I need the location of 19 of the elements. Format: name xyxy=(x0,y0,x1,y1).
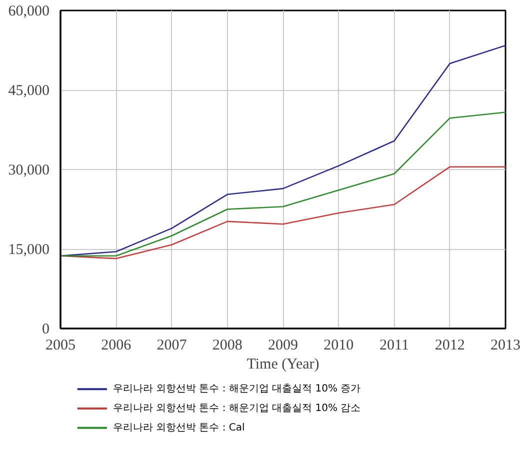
x-tick-label: 2005 xyxy=(46,338,76,354)
y-tick-label: 0 xyxy=(42,322,50,338)
x-tick-label: 2012 xyxy=(434,338,465,354)
y-tick-label: 60,000 xyxy=(8,4,50,20)
x-axis-title: Time (Year) xyxy=(246,356,320,372)
x-tick-label: 2006 xyxy=(101,338,132,354)
y-tick-label: 45,000 xyxy=(8,83,50,99)
line-series xyxy=(60,112,506,257)
x-tick-label: 2013 xyxy=(490,338,520,354)
x-tick-label: 2011 xyxy=(380,338,409,354)
legend-label: 우리나라 외항선박 톤수 : 해운기업 대출실적 10% 증가 xyxy=(112,384,361,395)
x-tick-label: 2007 xyxy=(156,338,188,354)
y-tick-label: 15,000 xyxy=(8,242,50,258)
legend-label: 우리나라 외항선박 톤수 : 해운기업 대출실적 10% 감소 xyxy=(112,402,361,414)
x-tick-label: 2008 xyxy=(212,338,242,354)
legend-label: 우리나라 외항선박 톤수 : Cal xyxy=(112,422,245,434)
y-tick-label: 30,000 xyxy=(8,162,50,178)
x-tick-label: 2009 xyxy=(268,338,298,354)
x-tick-label: 2010 xyxy=(324,338,354,354)
